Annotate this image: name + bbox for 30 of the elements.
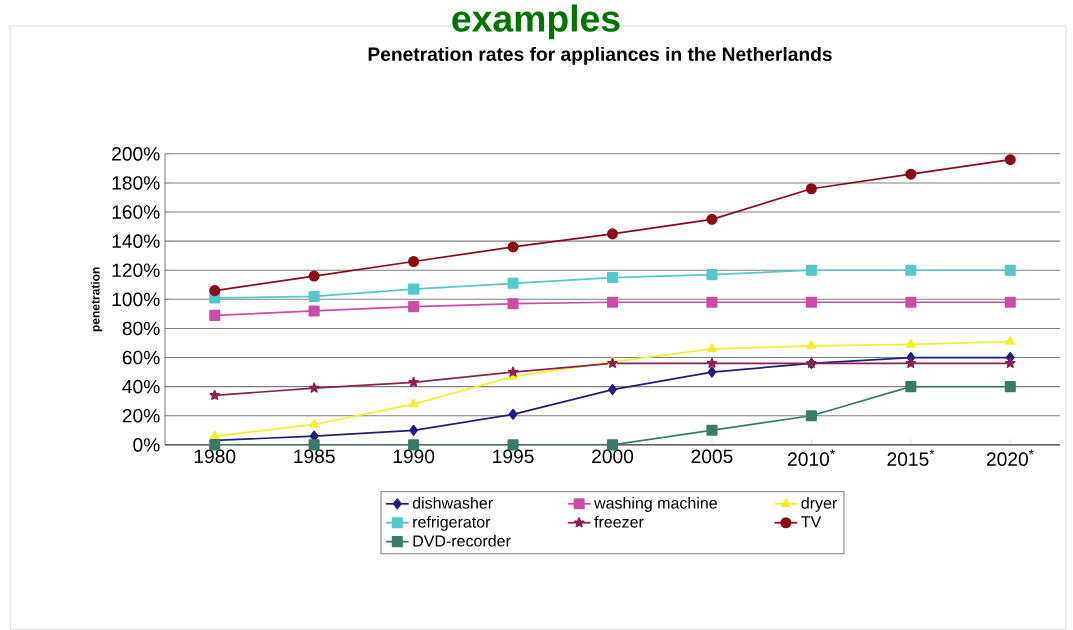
y-tick-label: 200% bbox=[112, 147, 160, 161]
y-tick-label: 20% bbox=[122, 409, 160, 423]
legend-label: refrigerator bbox=[413, 516, 491, 531]
y-tick-label: 100% bbox=[112, 292, 160, 307]
y-tick-label: 0% bbox=[133, 438, 160, 452]
x-tick-label: 1985 bbox=[294, 449, 335, 464]
x-tick-label: 2010$^{*}$ bbox=[788, 449, 835, 466]
legend-label: freezer bbox=[594, 516, 644, 528]
y-tick-label: 40% bbox=[122, 379, 160, 394]
x-tick-label: 1980 bbox=[194, 449, 236, 464]
y-axis-title: penetration bbox=[90, 267, 103, 332]
y-tick-label: 80% bbox=[122, 321, 160, 336]
y-tick-label: 120% bbox=[112, 263, 160, 278]
x-tick-label: 1995 bbox=[493, 449, 534, 464]
y-tick-label: 160% bbox=[112, 205, 160, 219]
x-tick-label: 2020$^{*}$ bbox=[986, 449, 1034, 466]
x-tick-label: 2005 bbox=[691, 449, 733, 464]
x-tick-label: 1990 bbox=[393, 449, 435, 464]
legend-label: DVD-recorder bbox=[413, 534, 511, 547]
y-tick-label: 140% bbox=[112, 234, 160, 249]
legend-label: TV bbox=[801, 516, 822, 528]
legend-label: washing machine bbox=[594, 497, 717, 512]
x-tick-label: 2015$^{*}$ bbox=[887, 449, 935, 466]
x-tick-label: 2000 bbox=[592, 449, 634, 464]
legend-label: dishwasher bbox=[412, 497, 493, 509]
y-tick-label: 60% bbox=[122, 350, 160, 365]
legend-label: dryer bbox=[801, 497, 838, 512]
y-tick-label: 180% bbox=[112, 176, 160, 190]
text: examples bbox=[452, 4, 620, 40]
chart-title: Penetration rates for appliances in the Netherlands bbox=[368, 46, 832, 65]
